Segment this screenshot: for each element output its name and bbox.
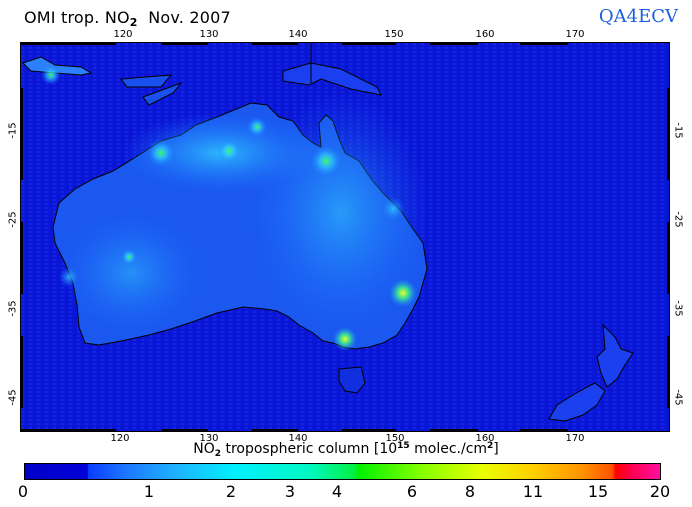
frame-stripe	[20, 429, 116, 432]
map-canvas	[21, 43, 669, 431]
colorbar-label: NO2 tropospheric column [1015 molec./cm2…	[0, 441, 692, 459]
label-sup: 2	[487, 441, 494, 451]
frame-stripe	[520, 429, 568, 432]
frame-stripe	[342, 429, 396, 432]
title-text: OMI trop. NO	[24, 8, 130, 27]
frame-stripe	[252, 42, 298, 45]
x-tick-bottom: 150	[385, 433, 405, 444]
label-text: ]	[493, 441, 499, 457]
colorbar-tick: 2	[225, 482, 237, 501]
frame-stripe	[430, 42, 478, 45]
colorbar-tick: 11	[522, 482, 544, 501]
colorbar-tick: 8	[464, 482, 476, 501]
frame-stripe	[430, 429, 478, 432]
y-tick-left: -25	[7, 211, 19, 228]
frame-stripe	[520, 42, 568, 45]
frame-stripe	[20, 42, 116, 45]
frame-stripe	[252, 429, 298, 432]
x-tick-top: 130	[199, 29, 219, 40]
frame-stripe	[667, 222, 670, 294]
colorbar-tick: 3	[284, 482, 296, 501]
x-tick-bottom: 120	[110, 433, 130, 444]
label-sup: 15	[397, 441, 410, 451]
title-subscript: 2	[129, 16, 138, 29]
nz-north-island	[596, 323, 634, 388]
y-tick-right: -25	[672, 211, 684, 228]
x-tick-top: 140	[288, 29, 308, 40]
colorbar-tick: 4	[331, 482, 343, 501]
x-tick-top: 150	[384, 29, 404, 40]
x-tick-top: 120	[113, 29, 133, 40]
x-tick-top: 170	[565, 29, 585, 40]
frame-stripe	[162, 429, 208, 432]
label-text: NO	[193, 441, 215, 457]
indonesia-islands	[22, 56, 93, 76]
label-sub: 2	[214, 449, 221, 459]
frame-stripe	[667, 336, 670, 408]
map-title: OMI trop. NO2 Nov. 2007	[24, 8, 231, 29]
no2-map	[20, 42, 670, 432]
label-text: tropospheric column [10	[221, 441, 398, 457]
frame-stripe	[342, 42, 396, 45]
x-tick-bottom: 160	[475, 433, 495, 444]
y-tick-left: -15	[7, 122, 19, 139]
colorbar-tick: 6	[406, 482, 418, 501]
y-tick-right: -45	[672, 389, 684, 406]
x-tick-bottom: 170	[565, 433, 585, 444]
y-tick-right: -35	[672, 300, 684, 317]
frame-stripe	[162, 42, 208, 45]
new-guinea	[282, 62, 382, 96]
frame-stripe	[20, 336, 23, 408]
y-tick-right: -15	[672, 122, 684, 139]
frame-stripe	[667, 88, 670, 180]
title-date: Nov. 2007	[137, 8, 231, 27]
frame-stripe	[20, 222, 23, 294]
colorbar	[24, 463, 661, 480]
nz-south-island	[548, 382, 606, 422]
colorbar-tick: 20	[649, 482, 671, 501]
y-tick-left: -45	[7, 389, 19, 406]
x-tick-bottom: 130	[199, 433, 219, 444]
y-tick-left: -35	[7, 300, 19, 317]
x-tick-top: 160	[475, 29, 495, 40]
label-text: molec./cm	[409, 441, 488, 457]
brand-label: QA4ECV	[598, 6, 678, 27]
colorbar-tick: 0	[17, 482, 29, 501]
frame-stripe	[20, 88, 23, 180]
colorbar-tick: 15	[587, 482, 609, 501]
colorbar-tick: 1	[143, 482, 155, 501]
x-tick-bottom: 140	[288, 433, 308, 444]
tasmania	[338, 366, 366, 394]
